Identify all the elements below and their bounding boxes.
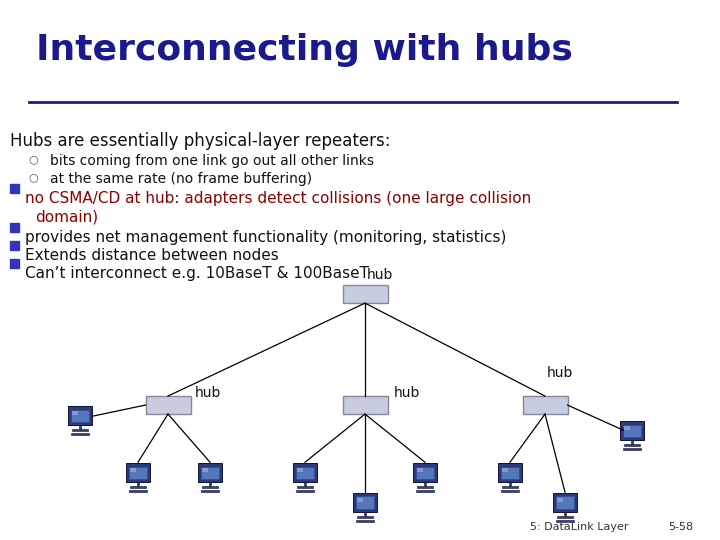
Bar [137, 482, 140, 486]
Bar [508, 482, 511, 486]
Text: provides net management functionality (monitoring, statistics): provides net management functionality (m… [25, 230, 506, 245]
Bar [624, 444, 640, 446]
Bar [364, 512, 366, 516]
Bar [10, 259, 19, 268]
Bar [416, 490, 434, 492]
Text: ○: ○ [28, 154, 37, 164]
Bar [130, 468, 136, 472]
Bar [498, 463, 522, 482]
Bar [356, 496, 374, 509]
Bar [620, 421, 644, 440]
Bar [631, 440, 634, 444]
Bar [198, 463, 222, 482]
Text: domain): domain) [35, 209, 98, 224]
Bar [500, 467, 519, 478]
Bar [423, 482, 426, 486]
Bar [78, 425, 81, 429]
Bar [10, 184, 19, 193]
Bar [293, 463, 317, 482]
Bar [126, 463, 150, 482]
Bar [129, 467, 148, 478]
Bar [356, 498, 363, 502]
Text: Hubs are essentially physical-layer repeaters:: Hubs are essentially physical-layer repe… [10, 132, 390, 150]
Text: hub: hub [195, 386, 221, 400]
Text: 5: DataLink Layer: 5: DataLink Layer [530, 522, 629, 532]
Text: at the same rate (no frame buffering): at the same rate (no frame buffering) [50, 172, 312, 186]
Text: ○: ○ [28, 172, 37, 182]
Text: no CSMA/CD at hub: adapters detect collisions (one large collision: no CSMA/CD at hub: adapters detect colli… [25, 191, 531, 206]
Bar [71, 409, 89, 422]
Bar [501, 490, 519, 492]
Bar [201, 490, 219, 492]
Bar [556, 520, 574, 522]
Bar [72, 429, 88, 431]
Bar [413, 463, 437, 482]
Bar [145, 396, 191, 414]
Bar [343, 285, 387, 303]
Bar [10, 241, 19, 250]
Bar [553, 494, 577, 512]
Text: Interconnecting with hubs: Interconnecting with hubs [36, 33, 573, 66]
Bar [523, 396, 567, 414]
Bar [502, 486, 518, 488]
Bar [201, 467, 220, 478]
Text: bits coming from one link go out all other links: bits coming from one link go out all oth… [50, 154, 374, 168]
Bar [343, 396, 387, 414]
Bar [417, 486, 433, 488]
Bar [564, 512, 567, 516]
Bar [356, 520, 374, 522]
Bar [10, 223, 19, 232]
Bar [68, 407, 92, 425]
Bar [130, 486, 146, 488]
Text: Can’t interconnect e.g. 10BaseT & 100BaseT: Can’t interconnect e.g. 10BaseT & 100Bas… [25, 266, 369, 281]
Text: hub: hub [394, 386, 420, 400]
Bar [296, 467, 315, 478]
Bar [623, 448, 641, 450]
Bar [297, 486, 313, 488]
Text: hub: hub [546, 366, 573, 380]
Bar [502, 468, 508, 472]
Bar [209, 482, 212, 486]
Bar [624, 427, 630, 430]
Bar [357, 516, 373, 518]
Bar [416, 468, 423, 472]
Bar [623, 424, 642, 437]
Text: Extends distance between nodes: Extends distance between nodes [25, 248, 279, 263]
Bar [353, 494, 377, 512]
Bar [304, 482, 307, 486]
Bar [557, 498, 563, 502]
Bar [71, 433, 89, 435]
Bar [557, 516, 573, 518]
Bar [556, 496, 575, 509]
Bar [71, 411, 78, 415]
Text: hub: hub [366, 268, 393, 282]
Bar [415, 467, 434, 478]
Text: 5-58: 5-58 [668, 522, 693, 532]
Bar [129, 490, 147, 492]
Bar [202, 486, 218, 488]
Bar [297, 468, 303, 472]
Bar [296, 490, 314, 492]
Bar [202, 468, 208, 472]
